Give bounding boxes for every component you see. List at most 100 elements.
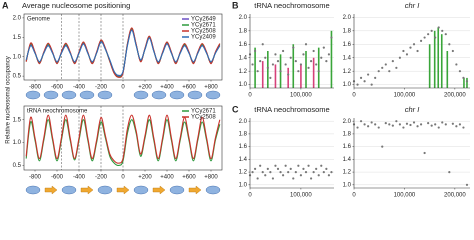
chart-subtitle: tRNA neochromosome — [27, 109, 88, 115]
x-tick-label: 200,000 — [444, 193, 466, 199]
data-point — [381, 66, 384, 69]
feature-bar — [437, 27, 440, 89]
data-point — [441, 121, 444, 124]
data-point — [434, 36, 437, 39]
data-point — [292, 46, 295, 49]
data-point — [359, 120, 363, 123]
data-point — [388, 70, 391, 73]
feature-bar — [433, 30, 436, 88]
x-tick-label: 0 — [121, 85, 125, 91]
data-point — [434, 123, 437, 126]
panel-label: C — [232, 104, 239, 114]
y-tick-label: 1.8 — [239, 131, 248, 137]
x-tick-label: -200 — [95, 175, 108, 181]
y-tick-label: 2.0 — [239, 119, 248, 125]
feature-bar — [274, 64, 277, 88]
data-point — [284, 164, 287, 167]
data-point — [405, 53, 409, 56]
data-point — [437, 26, 440, 29]
feature-bar — [312, 57, 315, 88]
data-point — [312, 170, 315, 174]
nucleosome-icon — [61, 185, 77, 195]
nucleosome-icon — [187, 90, 203, 100]
nucleosome-icon — [169, 185, 185, 195]
x-tick-label: 100,000 — [290, 193, 312, 199]
data-point — [261, 43, 264, 46]
data-point — [455, 63, 458, 66]
data-point — [384, 121, 387, 125]
panel-label: A — [2, 0, 9, 10]
data-point — [377, 126, 380, 129]
x-tick-label: 100,000 — [290, 93, 312, 99]
data-point — [416, 125, 419, 128]
data-point — [377, 70, 380, 73]
data-point — [388, 123, 391, 126]
y-tick-label: 1.8 — [239, 28, 248, 34]
y-tick-label: 1.6 — [239, 42, 248, 48]
data-point — [458, 70, 462, 73]
nucleosome-icon — [169, 90, 185, 100]
data-point — [292, 177, 295, 180]
data-point — [398, 56, 401, 59]
data-point — [274, 164, 277, 167]
x-tick-label: 0 — [352, 193, 356, 199]
feature-bar — [463, 77, 465, 88]
y-tick-label: 2.0 — [13, 15, 22, 21]
data-point — [299, 63, 303, 66]
x-tick-label: -400 — [73, 85, 86, 91]
legend-label: YCy2508 — [191, 29, 216, 35]
x-tick-label: +200 — [138, 85, 152, 91]
data-point — [294, 59, 297, 63]
data-point — [309, 59, 313, 63]
data-point — [264, 174, 267, 177]
feature-bar — [261, 61, 264, 88]
y-tick-label: 1.6 — [343, 144, 352, 150]
data-point — [419, 39, 423, 43]
data-point — [320, 164, 323, 167]
chart-title: chr I — [405, 105, 420, 114]
data-point — [325, 59, 328, 63]
feature-bar — [440, 34, 443, 88]
data-point — [327, 53, 331, 56]
x-tick-label: -200 — [95, 85, 108, 91]
data-point — [251, 63, 254, 66]
x-tick-label: +200 — [138, 175, 152, 181]
data-point — [266, 66, 269, 69]
data-point — [297, 164, 300, 167]
y-tick-label: 1.4 — [343, 55, 352, 61]
data-point — [317, 174, 320, 177]
x-tick-label: 0 — [248, 193, 252, 199]
y-tick-label: 0.5 — [13, 163, 22, 169]
chart-panel: 0.5 1.0 1.5 -800 -600 -400 -200 0 +200 +400 +600 +8… — [13, 105, 223, 195]
feature-bar — [330, 30, 333, 88]
chart-title: tRNA neochromosome — [254, 105, 329, 114]
data-point — [274, 53, 277, 56]
data-point — [253, 49, 257, 53]
nucleosome-icon — [25, 90, 41, 100]
data-point — [330, 170, 333, 174]
feature-bar — [428, 44, 431, 88]
data-point — [384, 63, 387, 66]
data-point — [315, 63, 318, 66]
feature-bar — [287, 67, 289, 88]
feature-bar — [300, 64, 302, 88]
data-point — [253, 167, 257, 171]
data-point — [363, 123, 366, 126]
data-point — [304, 43, 308, 46]
data-point — [271, 63, 275, 66]
legend-label: YCy2508 — [191, 115, 216, 121]
data-point — [374, 76, 377, 80]
data-point — [317, 70, 320, 73]
nucleosome-icon — [205, 185, 221, 195]
y-tick-label: 2.0 — [343, 15, 352, 21]
data-point — [402, 126, 405, 129]
data-point — [356, 83, 359, 86]
data-point — [287, 73, 290, 76]
data-point — [441, 29, 444, 32]
data-point — [381, 145, 384, 148]
legend-label: YCy2671 — [191, 23, 216, 29]
data-point — [370, 83, 373, 86]
y-tick-label: 2.0 — [239, 15, 248, 21]
feature-bar — [305, 51, 307, 88]
nucleosome-icon — [151, 90, 167, 100]
